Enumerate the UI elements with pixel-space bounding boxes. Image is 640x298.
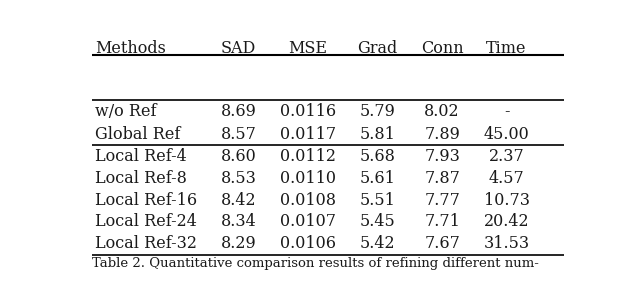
Text: 0.0116: 0.0116 (280, 103, 336, 120)
Text: 0.0106: 0.0106 (280, 235, 336, 252)
Text: 5.51: 5.51 (360, 192, 396, 209)
Text: -: - (504, 103, 509, 120)
Text: 8.29: 8.29 (221, 235, 257, 252)
Text: 2.37: 2.37 (489, 148, 524, 165)
Text: 7.93: 7.93 (424, 148, 460, 165)
Text: Conn: Conn (420, 40, 463, 57)
Text: Table 2. Quantitative comparison results of refining different num-: Table 2. Quantitative comparison results… (92, 257, 540, 270)
Text: 5.42: 5.42 (360, 235, 396, 252)
Text: 8.69: 8.69 (221, 103, 257, 120)
Text: 4.57: 4.57 (489, 170, 524, 187)
Text: 45.00: 45.00 (484, 125, 529, 142)
Text: 8.34: 8.34 (221, 213, 257, 230)
Text: Global Ref: Global Ref (95, 125, 180, 142)
Text: 8.57: 8.57 (221, 125, 257, 142)
Text: 0.0108: 0.0108 (280, 192, 336, 209)
Text: 5.45: 5.45 (360, 213, 396, 230)
Text: 7.87: 7.87 (424, 170, 460, 187)
Text: Local Ref-16: Local Ref-16 (95, 192, 197, 209)
Text: Methods: Methods (95, 40, 166, 57)
Text: 5.68: 5.68 (360, 148, 396, 165)
Text: w/o Ref: w/o Ref (95, 103, 156, 120)
Text: SAD: SAD (221, 40, 257, 57)
Text: 7.67: 7.67 (424, 235, 460, 252)
Text: 0.0110: 0.0110 (280, 170, 336, 187)
Text: Local Ref-8: Local Ref-8 (95, 170, 187, 187)
Text: 0.0117: 0.0117 (280, 125, 336, 142)
Text: 7.89: 7.89 (424, 125, 460, 142)
Text: 0.0112: 0.0112 (280, 148, 336, 165)
Text: 8.02: 8.02 (424, 103, 460, 120)
Text: 5.81: 5.81 (360, 125, 396, 142)
Text: 10.73: 10.73 (484, 192, 529, 209)
Text: 0.0107: 0.0107 (280, 213, 336, 230)
Text: Time: Time (486, 40, 527, 57)
Text: 20.42: 20.42 (484, 213, 529, 230)
Text: 8.60: 8.60 (221, 148, 257, 165)
Text: Local Ref-32: Local Ref-32 (95, 235, 197, 252)
Text: Local Ref-4: Local Ref-4 (95, 148, 187, 165)
Text: 5.61: 5.61 (360, 170, 396, 187)
Text: 31.53: 31.53 (483, 235, 530, 252)
Text: Local Ref-24: Local Ref-24 (95, 213, 196, 230)
Text: 7.77: 7.77 (424, 192, 460, 209)
Text: 5.79: 5.79 (360, 103, 396, 120)
Text: 8.42: 8.42 (221, 192, 257, 209)
Text: 8.53: 8.53 (221, 170, 257, 187)
Text: 7.71: 7.71 (424, 213, 460, 230)
Text: Grad: Grad (358, 40, 397, 57)
Text: MSE: MSE (289, 40, 328, 57)
